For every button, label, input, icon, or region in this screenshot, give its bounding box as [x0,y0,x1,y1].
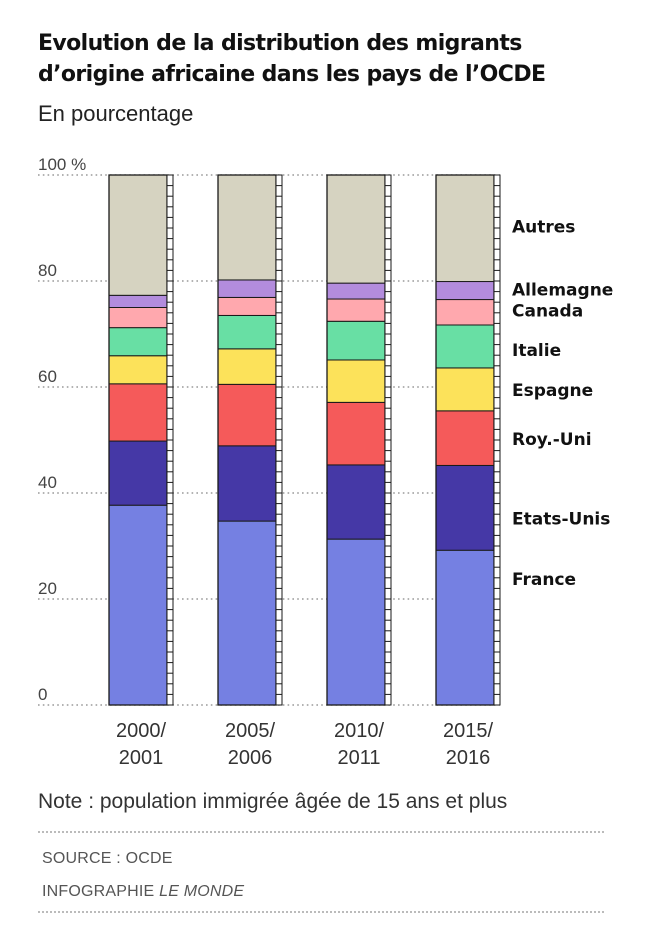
bar-segment-italie [217,314,277,350]
series-label-etats-unis: Etats-Unis [512,509,610,529]
y-tick-label: 20 [38,579,57,598]
bar-segment-italie [435,324,495,369]
bar-segment-canada [435,299,495,326]
stacked-bar-chart: 0 20 40 60 80 100 % 2000/2001 2005/2006 2010/201… [38,155,613,769]
y-tick-label: 60 [38,367,57,386]
bar-segment-italie [108,327,168,357]
bar-segment-france [326,538,386,706]
series-label-espagne: Espagne [512,381,593,401]
chart-note: Note : population immigrée âgée de 15 an… [38,790,508,813]
bar-segment-espagne [217,348,277,385]
series-label-italie: Italie [512,341,561,361]
bar-segment-autres [435,174,495,283]
bar-segment-espagne [108,355,168,385]
bar-segment-espagne [435,367,495,412]
bar-segment-autres [108,174,168,296]
source-credit: SOURCE : OCDE [42,850,173,867]
divider [38,911,604,913]
bar-segment-canada [217,296,277,316]
chart-subtitle: En pourcentage [38,101,194,126]
bar-segment-etats-unis [326,464,386,540]
graphics-credit-publisher: LE MONDE [159,883,245,900]
bar-segment-autres [217,174,277,281]
series-label-autres: Autres [512,217,575,237]
x-category-label: 2001 [119,747,164,769]
y-tick-label: 100 % [38,155,86,174]
bar-segment-france [435,549,495,706]
bar-segment-autres [326,174,386,284]
bar-segment-roy-uni [435,410,495,466]
x-category-label: 2015/ [443,720,493,742]
bar-segment-allemagne [435,281,495,301]
chart-title-line-1: Evolution de la distribution des migrant… [38,31,522,56]
bar-segment-etats-unis [217,445,277,522]
series-label-canada: Canada [512,302,583,322]
bar-segment-allemagne [108,294,168,308]
graphics-credit: INFOGRAPHIE LE MONDE [42,883,244,901]
chart-title: Evolution de la distribution des migrant… [38,28,628,90]
bar-segment-espagne [326,359,386,403]
bar-segment-canada [326,298,386,322]
graphics-credit-prefix: INFOGRAPHIE [42,883,155,900]
bar-segment-canada [108,307,168,329]
bar-segment-france [108,504,168,706]
x-category-label: 2005/ [225,720,275,742]
bar-segment-roy-uni [217,383,277,447]
bar-segment-france [217,520,277,706]
x-category-label: 2000/ [116,720,166,742]
y-tick-label: 80 [38,261,57,280]
series-label-allemagne: Allemagne [512,280,613,300]
bar-segment-etats-unis [435,464,495,551]
series-label-france: France [512,570,576,590]
divider [38,831,604,833]
x-category-label: 2016 [446,747,491,769]
y-tick-label: 40 [38,473,57,492]
bar-segment-roy-uni [108,383,168,442]
bar-segment-allemagne [326,282,386,300]
bar-segment-roy-uni [326,401,386,466]
bar-segment-allemagne [217,279,277,298]
bar-segment-etats-unis [108,440,168,506]
bar-segment-italie [326,320,386,361]
chart-title-line-2: d’origine africaine dans les pays de l’O… [38,62,546,87]
series-label-roy-uni: Roy.-Uni [512,430,592,450]
y-tick-label: 0 [38,685,47,704]
x-category-label: 2011 [337,747,380,769]
x-category-label: 2006 [228,747,273,769]
x-category-label: 2010/ [334,720,384,742]
